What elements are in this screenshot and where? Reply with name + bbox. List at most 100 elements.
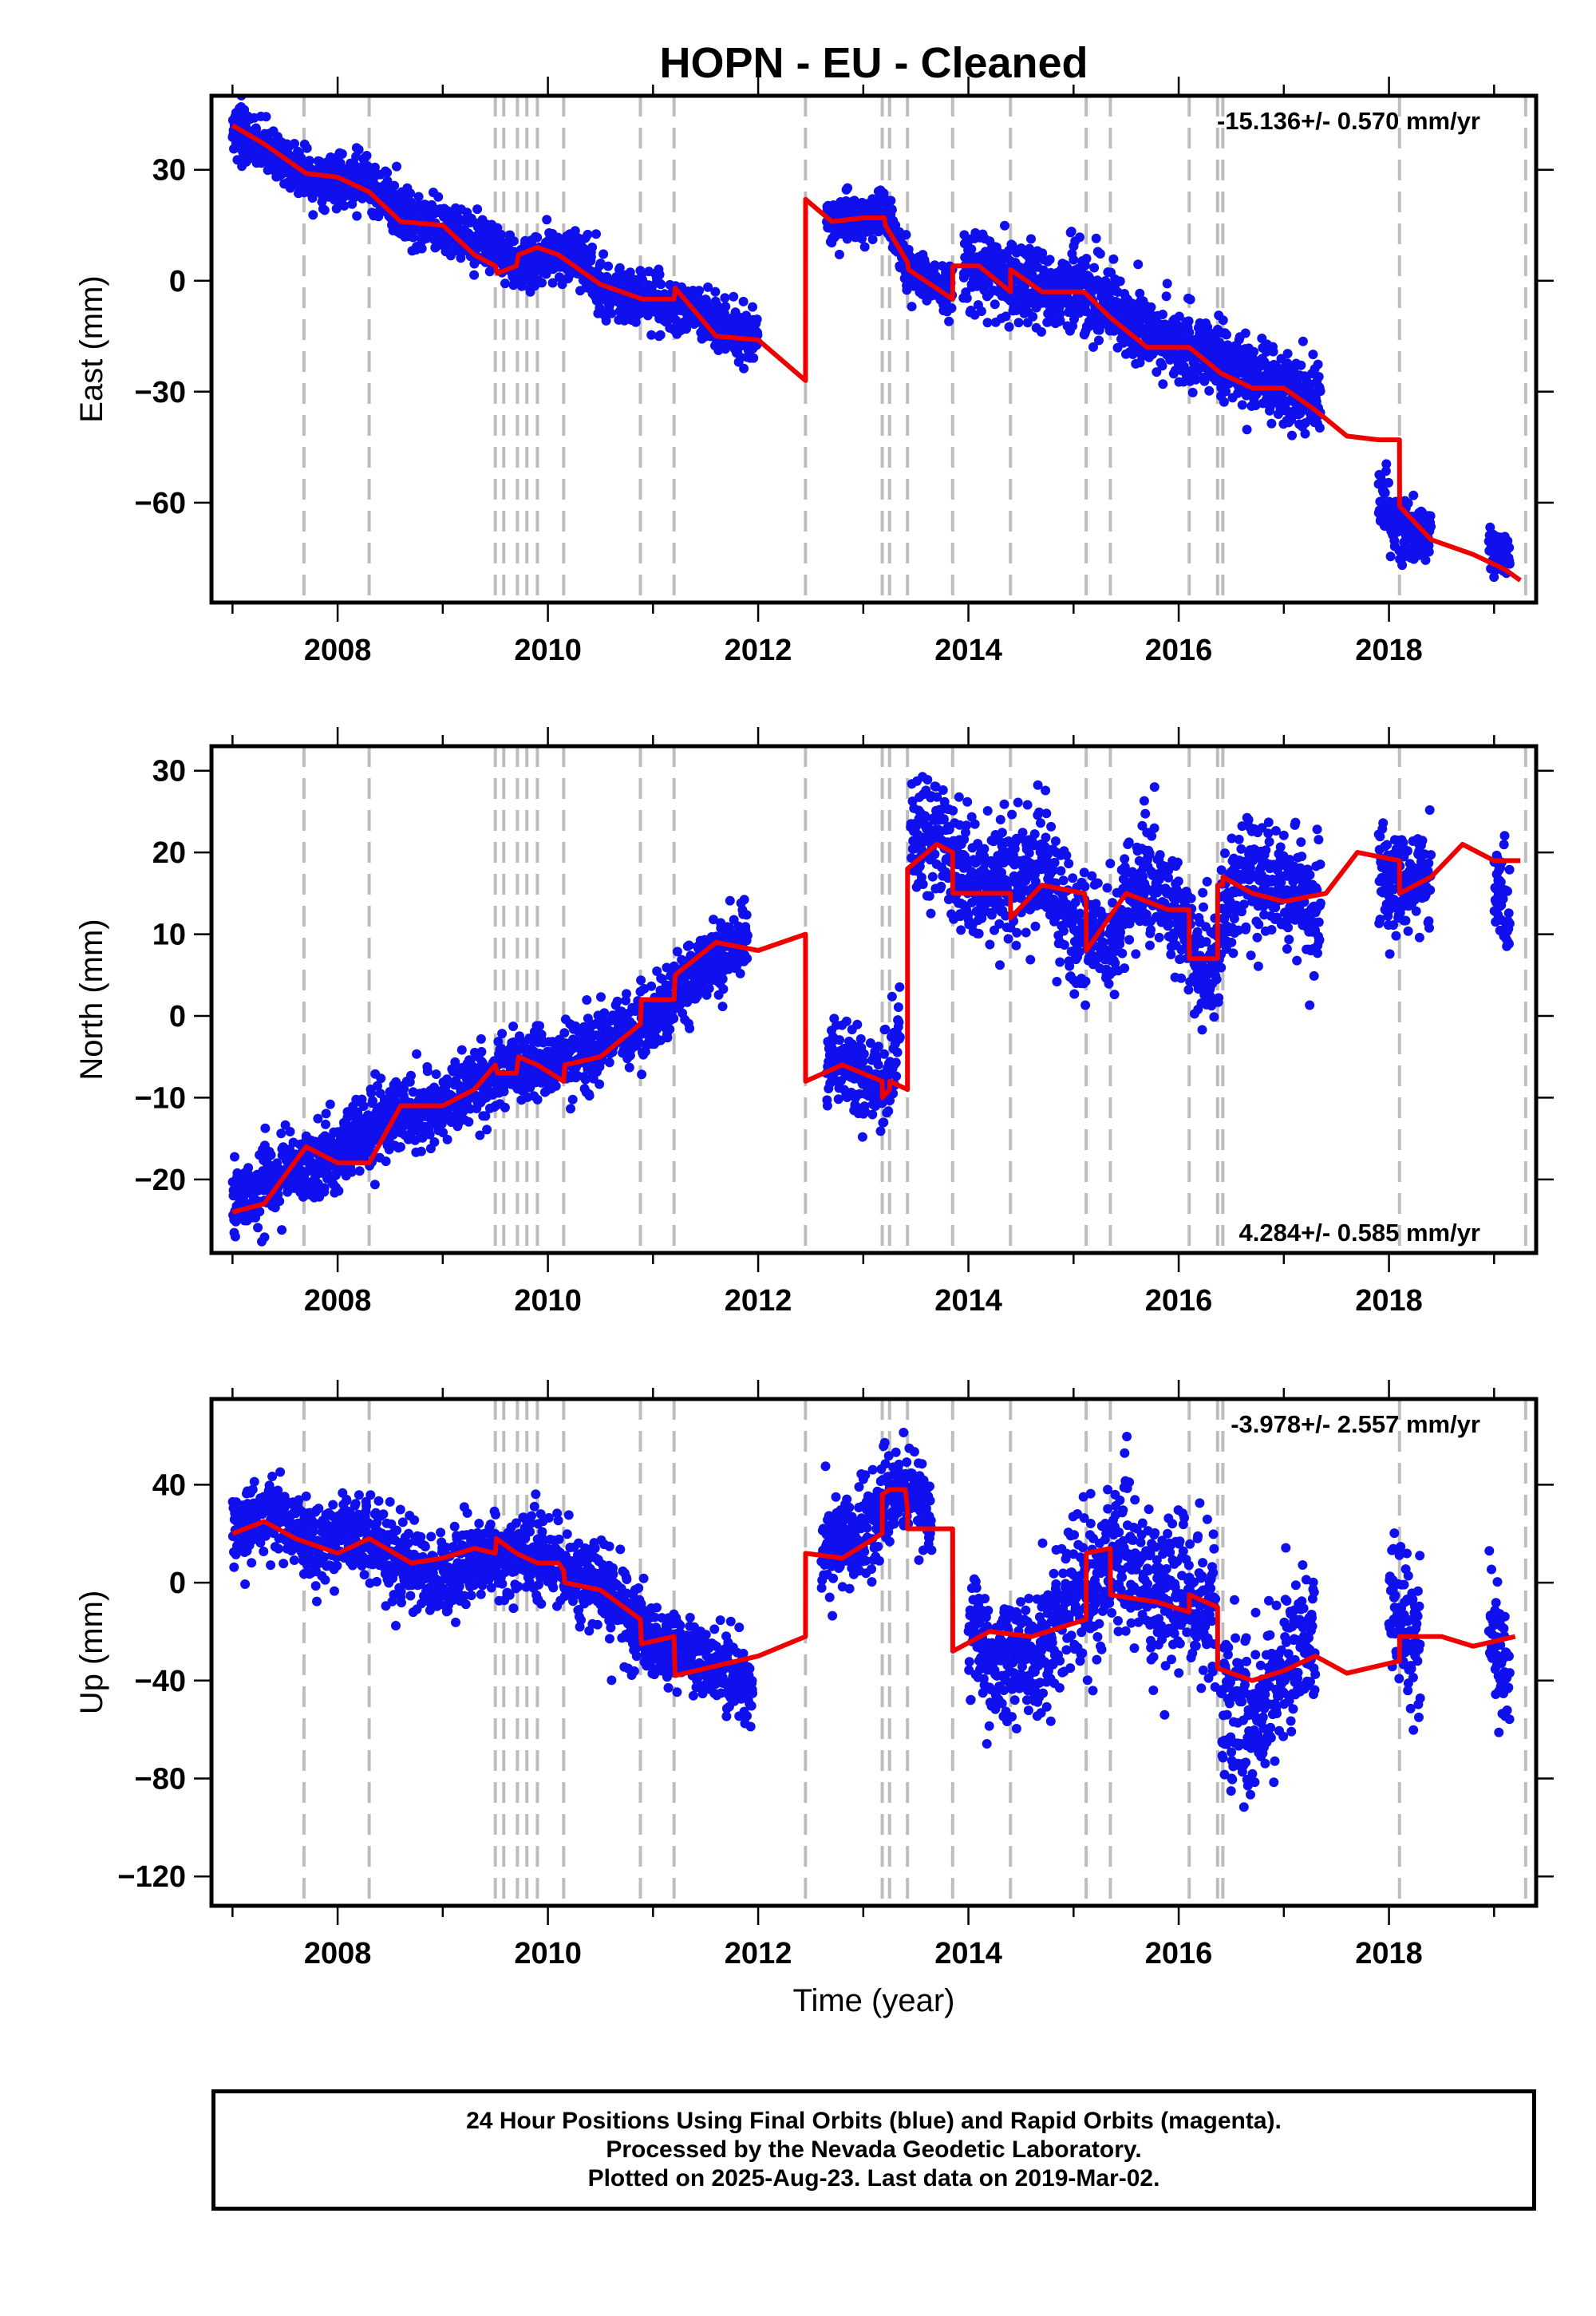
data-point	[694, 286, 705, 296]
data-point	[1296, 360, 1306, 370]
data-point	[266, 1150, 276, 1160]
data-point	[859, 242, 870, 252]
data-point	[290, 139, 299, 148]
data-point	[1315, 386, 1325, 397]
data-point	[582, 995, 592, 1005]
data-point	[886, 196, 896, 206]
data-point	[1007, 240, 1017, 251]
data-point	[1037, 326, 1046, 337]
data-point	[685, 1023, 695, 1034]
data-point	[551, 1081, 561, 1091]
data-point	[354, 1166, 365, 1176]
data-point	[508, 1037, 519, 1047]
data-point	[604, 1057, 614, 1068]
data-point	[742, 931, 753, 941]
data-point	[1045, 255, 1055, 265]
plot-area-east	[227, 96, 1527, 603]
data-point	[1268, 346, 1278, 357]
data-point	[822, 1101, 832, 1111]
data-point	[431, 1069, 441, 1079]
data-point	[1184, 327, 1195, 338]
data-point	[557, 279, 567, 290]
data-point	[412, 1049, 422, 1059]
data-point	[637, 1069, 647, 1080]
data-point	[1152, 367, 1162, 377]
data-point	[725, 895, 735, 906]
data-point	[334, 1186, 344, 1196]
data-point	[399, 1084, 409, 1094]
data-point	[591, 229, 601, 239]
data-point	[595, 1079, 605, 1089]
data-point	[456, 1045, 467, 1055]
data-point	[326, 1137, 337, 1148]
data-point	[475, 1130, 485, 1140]
daily-positions-north	[227, 772, 1515, 1247]
data-point	[1489, 572, 1499, 583]
data-point	[275, 1196, 285, 1207]
data-point	[1055, 315, 1065, 326]
x-tick-label: 2008	[304, 634, 372, 667]
x-tick-label: 2012	[725, 634, 792, 667]
data-point	[1069, 255, 1079, 265]
data-point	[735, 968, 745, 978]
data-point	[1424, 547, 1434, 557]
data-point	[681, 324, 691, 334]
data-point	[1240, 328, 1250, 338]
data-point	[369, 162, 380, 172]
data-point	[718, 984, 729, 994]
data-point	[976, 306, 986, 316]
chart-title: HOPN - EU - Cleaned	[659, 39, 1088, 87]
data-point	[381, 1156, 391, 1167]
data-point	[497, 1029, 508, 1039]
data-point	[500, 1102, 510, 1113]
data-point	[260, 1123, 271, 1133]
data-point	[1135, 288, 1145, 298]
data-point	[417, 243, 427, 254]
data-point	[547, 278, 558, 288]
data-point	[382, 176, 393, 186]
x-ticks-east: 2008 2010 2012 2014 2016 2018	[231, 77, 1495, 667]
x-tick-label: 2016	[1145, 634, 1213, 667]
data-point	[1380, 488, 1390, 498]
data-point	[583, 1014, 593, 1024]
data-point	[583, 229, 593, 239]
data-point	[646, 981, 657, 991]
data-point	[1204, 385, 1215, 396]
data-point	[1000, 220, 1009, 231]
data-point	[532, 1094, 543, 1105]
data-point	[1001, 311, 1011, 322]
data-point	[425, 1129, 435, 1140]
data-point	[1081, 254, 1092, 263]
data-point	[710, 287, 721, 297]
data-point	[321, 1119, 330, 1129]
data-point	[261, 112, 271, 122]
daily-positions-east	[227, 96, 1515, 583]
data-point	[1118, 331, 1128, 342]
data-point	[601, 315, 611, 326]
data-point	[313, 1113, 323, 1124]
data-point	[464, 1117, 474, 1127]
data-point	[308, 210, 318, 220]
data-point	[438, 1128, 448, 1138]
data-point	[1091, 233, 1101, 243]
data-point	[482, 1124, 492, 1135]
data-point	[1088, 342, 1098, 352]
data-point	[1385, 551, 1396, 562]
data-point	[580, 1074, 591, 1085]
data-point	[230, 1231, 240, 1242]
data-point	[413, 192, 424, 202]
data-point	[867, 235, 878, 244]
panel-north: 2008 2010 2012 2014 2016 20183020100−10−20Nor…	[74, 727, 1554, 1318]
data-point	[659, 289, 670, 299]
data-point	[1158, 310, 1167, 319]
data-point	[962, 293, 972, 303]
data-point	[1222, 330, 1231, 340]
y-tick-label: 0	[169, 265, 186, 298]
data-point	[1426, 521, 1436, 532]
data-point	[442, 243, 452, 253]
data-point	[277, 1225, 287, 1235]
data-point	[684, 940, 694, 951]
data-point	[739, 363, 749, 373]
data-point	[1266, 418, 1277, 429]
data-point	[586, 251, 596, 262]
